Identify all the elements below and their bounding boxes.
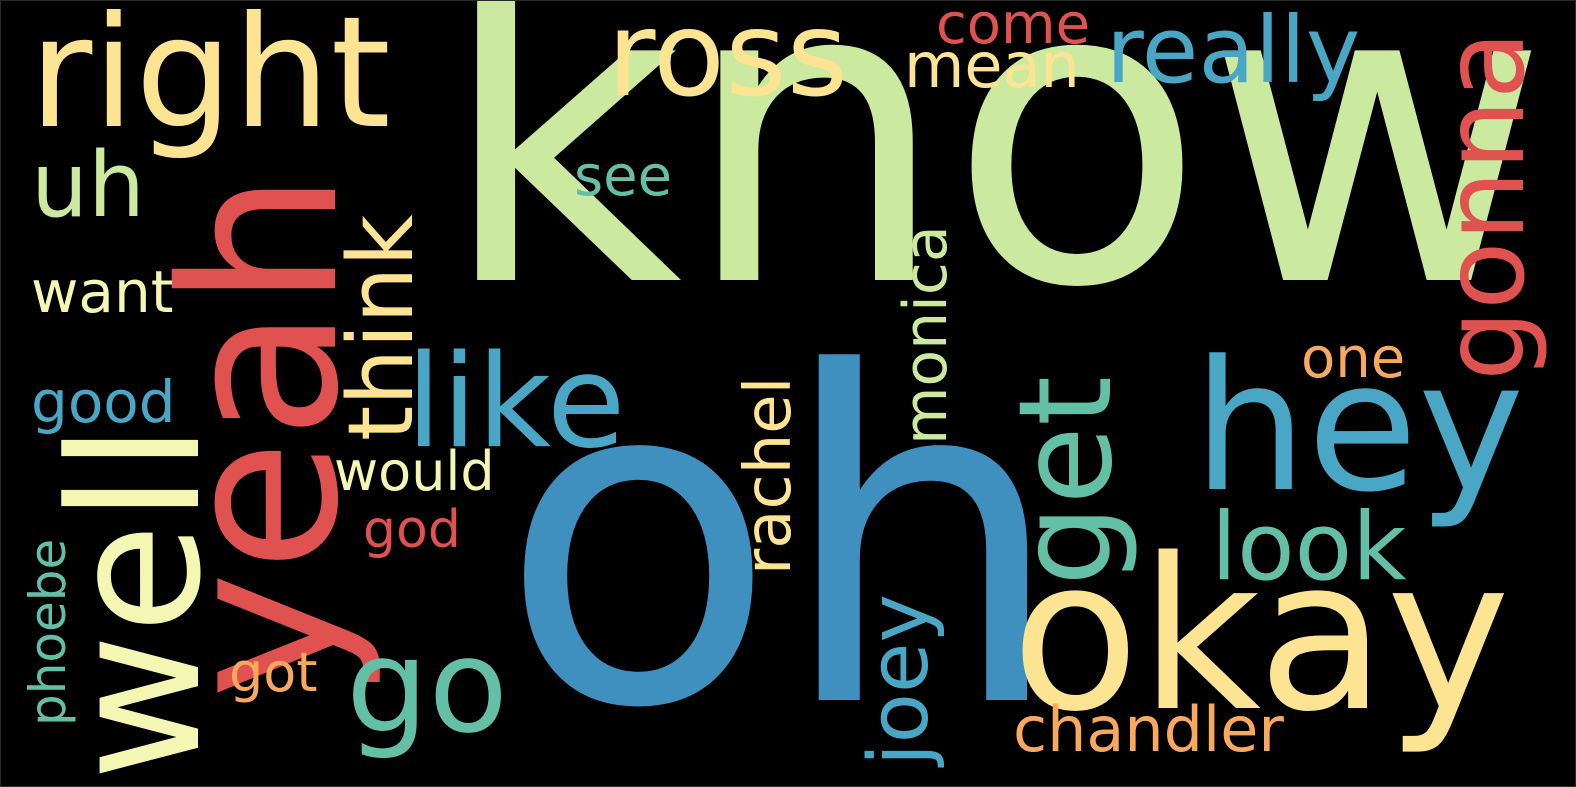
word-see: see [574, 144, 673, 209]
word-really: really [1106, 0, 1361, 104]
word-want: want [31, 258, 174, 326]
word-one: one [1301, 326, 1406, 391]
word-rachel: rachel [732, 376, 806, 575]
word-get: get [992, 375, 1141, 586]
word-know: know [439, 0, 1549, 380]
word-right: right [29, 0, 391, 163]
word-hey: hey [1193, 323, 1525, 532]
word-come: come [936, 0, 1091, 57]
word-look: look [1211, 493, 1407, 602]
word-mean: mean [904, 29, 1080, 102]
word-go: go [346, 610, 509, 762]
word-uh: uh [31, 133, 146, 238]
word-oh: oh [499, 279, 1066, 787]
word-good: good [31, 368, 176, 436]
word-chandler: chandler [1013, 693, 1284, 766]
word-think: think [329, 214, 434, 442]
word-would: would [334, 440, 495, 503]
word-monica: monica [891, 225, 961, 445]
word-god: god [363, 500, 461, 560]
word-joey: joey [852, 594, 947, 766]
word-got: got [229, 641, 318, 704]
word-ross: ross [607, 0, 849, 123]
word-like: like [406, 328, 626, 477]
word-gonna: gonna [1420, 30, 1550, 381]
word-okay: okay [1011, 513, 1511, 758]
word-phoebe: phoebe [19, 538, 77, 726]
